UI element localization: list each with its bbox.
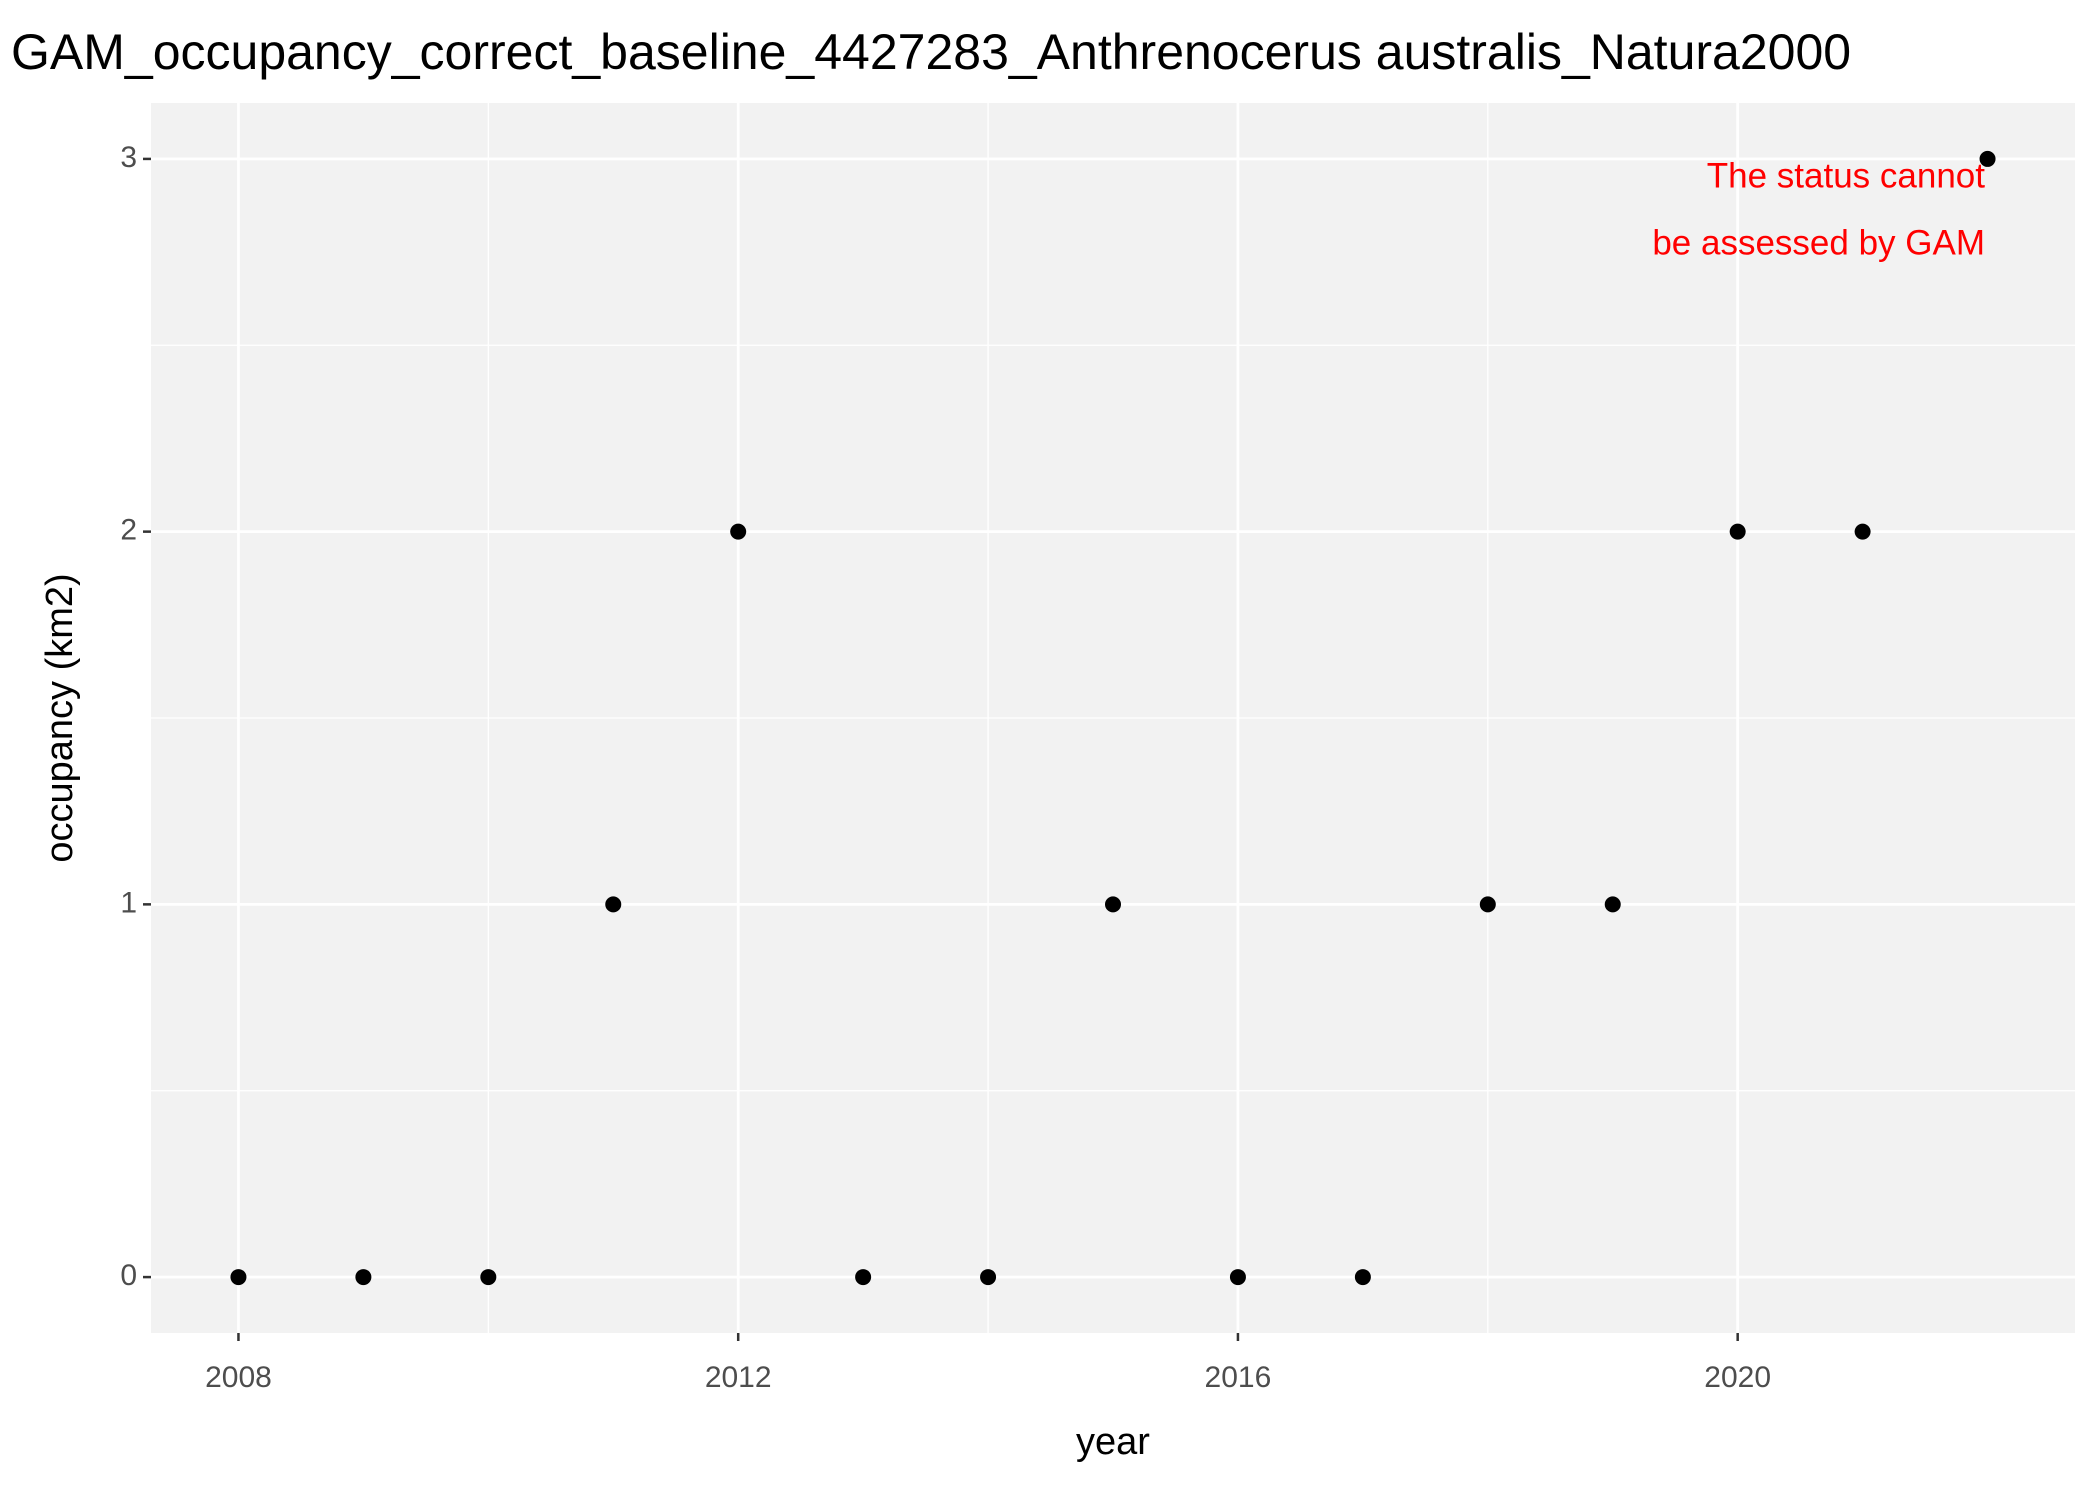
point: [480, 1269, 497, 1286]
point: [1354, 1269, 1371, 1286]
point: [980, 1269, 997, 1286]
y-tick-label: 0: [120, 1259, 137, 1292]
point: [605, 896, 622, 913]
point: [230, 1269, 247, 1286]
annotation: The status cannot: [1707, 156, 1985, 195]
point: [1979, 150, 1996, 167]
point: [1854, 523, 1871, 540]
annotation: be assessed by GAM: [1652, 223, 1985, 262]
x-tick-label: 2012: [705, 1361, 772, 1394]
point: [355, 1269, 372, 1286]
point: [1729, 523, 1746, 540]
y-tick-label: 1: [120, 886, 137, 919]
y-axis-title: occupancy (km2): [39, 573, 81, 862]
point: [1105, 896, 1121, 913]
y-tick-label: 3: [120, 141, 137, 174]
point: [730, 523, 747, 540]
y-tick-label: 2: [120, 514, 137, 547]
point: [1479, 896, 1496, 913]
x-tick-label: 2020: [1704, 1361, 1771, 1394]
x-axis-title: year: [1076, 1421, 1150, 1463]
point: [1229, 1269, 1246, 1286]
point: [1604, 896, 1621, 913]
chart-title: GAM_occupancy_correct_baseline_4427283_A…: [11, 24, 1851, 80]
x-tick-label: 2008: [205, 1361, 272, 1394]
x-tick-label: 2016: [1205, 1361, 1272, 1394]
point: [855, 1269, 872, 1286]
